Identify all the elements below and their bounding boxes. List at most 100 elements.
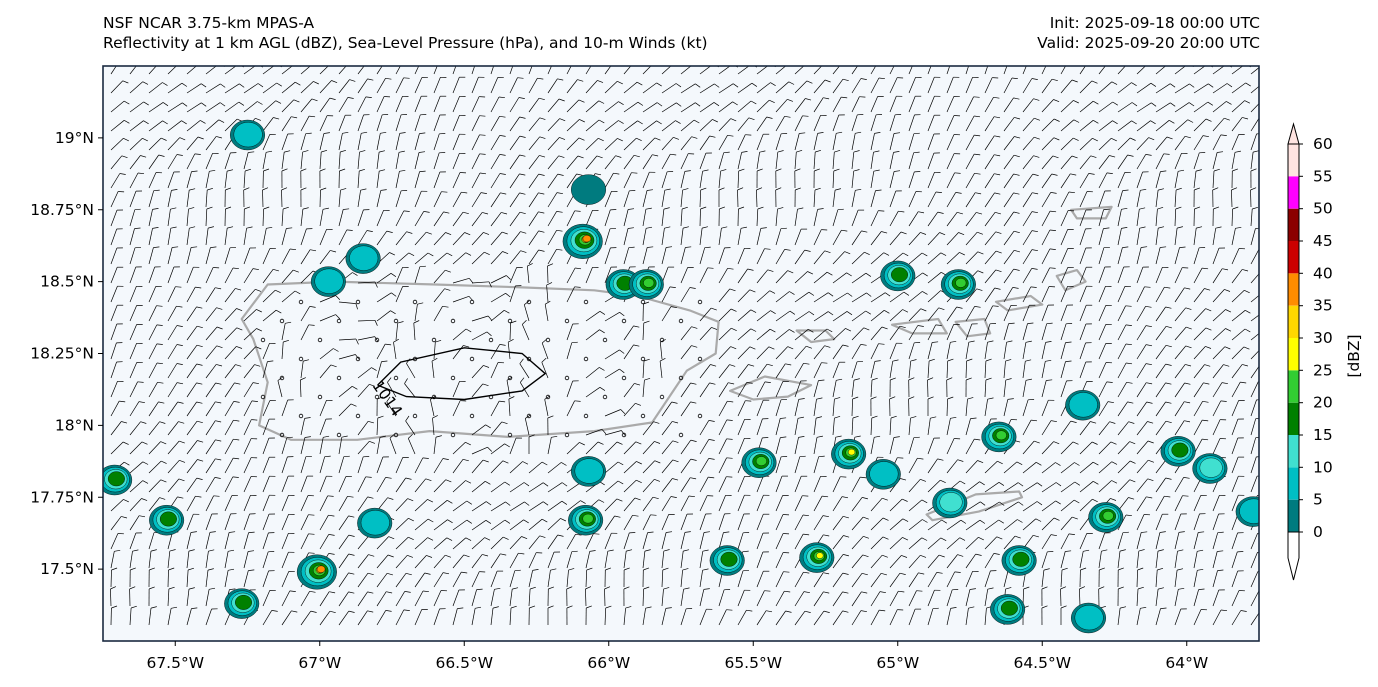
wind-barb [1250,552,1258,569]
wind-barb [1041,420,1052,436]
wind-barb-flag [156,305,163,307]
wind-barb [376,230,388,246]
wind-barb-flag [523,482,530,487]
wind-barb [471,459,484,474]
wind-barb-flag [122,441,129,445]
reflectivity-contour [720,551,738,567]
wind-barb [1022,173,1034,189]
wind-barb-flag [228,549,235,552]
wind-barb-flag [802,115,809,117]
wind-barb [129,81,143,94]
wind-barb [775,99,788,113]
wind-barb [1174,208,1177,227]
wind-barb [167,382,178,398]
wind-barb [699,551,704,569]
wind-barb-flag [695,102,701,107]
wind-barb [1193,327,1207,341]
wind-barb-flag [1092,461,1099,466]
wind-barb [756,571,764,588]
wind-barb [1155,345,1167,360]
wind-barb [661,440,673,455]
wind-barb-flag [614,515,621,518]
wind-barb [281,99,295,113]
wind-barb [281,399,289,417]
calm-wind-marker [298,413,304,419]
wind-barb [452,519,468,531]
wind-barb [1003,461,1018,474]
wind-barb-flag [483,365,490,368]
wind-barb [1041,551,1048,569]
wind-barb [718,476,727,493]
wind-barb-flag [846,272,852,277]
wind-barb [566,534,576,550]
wind-barb-flag [1204,288,1211,291]
wind-barb-flag [350,61,356,63]
wind-barb [946,66,951,75]
wind-barb [1136,190,1141,208]
wind-barb [1193,570,1198,588]
wind-barb-flag [525,414,531,419]
reflectivity-cell [865,459,901,490]
wind-barb-flag [928,358,935,362]
wind-barb [908,152,915,170]
wind-barb-flag [1170,102,1176,107]
wind-barb-flag [188,587,195,590]
wind-barb-flag [209,531,216,533]
wind-barb [965,571,973,588]
wind-barb-flag [181,120,187,125]
wind-barb [376,78,386,94]
wind-barb-flag [927,377,934,381]
wind-barb-flag [178,478,185,482]
wind-barb-flag [538,249,545,252]
wind-barb [319,364,332,379]
wind-barb [148,532,155,550]
wind-barb-flag [995,231,1002,234]
wind-barb-flag [670,153,677,156]
wind-barb [148,66,157,75]
wind-barb-flag [111,567,118,571]
wind-barb [110,228,118,246]
wind-barb-flag [784,590,791,593]
wind-barb-flag [153,189,160,192]
wind-barb-flag [861,591,868,594]
wind-barb-flag [1036,482,1043,487]
colorbar-tick-label: 15 [1313,426,1333,444]
wind-barb [1231,269,1243,284]
wind-barb [1231,82,1246,94]
wind-barb-flag [1147,440,1154,444]
wind-barb-flag [632,514,639,517]
wind-barb [965,418,971,436]
wind-barb-flag [551,435,558,438]
wind-barb-flag [1260,117,1266,118]
wind-barb [889,572,901,588]
wind-barb [642,322,645,341]
wind-barb [680,83,696,94]
wind-barb-flag [179,459,186,463]
wind-barb [148,401,159,417]
wind-barb [281,152,285,170]
wind-barb [661,401,672,417]
calm-wind-marker [583,299,589,305]
wind-barb-flag [331,80,338,84]
wind-barb [357,230,368,246]
wind-barb [775,133,782,151]
wind-barb [813,328,828,341]
wind-barb [832,476,841,493]
wind-barb [224,228,228,246]
wind-barb-flag [702,226,708,229]
wind-barb [1155,477,1166,493]
wind-barb-flag [405,572,412,576]
wind-barb [965,323,973,341]
wind-barb [300,98,313,113]
wind-barb [946,232,959,246]
wind-barb [832,133,837,151]
wind-barb [661,247,667,265]
wind-barb [661,137,674,151]
wind-barb [623,66,632,75]
wind-barb [737,228,742,246]
wind-barb-flag [780,417,787,419]
wind-barb-flag [149,567,155,571]
wind-barb-flag [158,154,165,157]
wind-barb [300,115,310,132]
wind-barb-flag [932,341,939,343]
